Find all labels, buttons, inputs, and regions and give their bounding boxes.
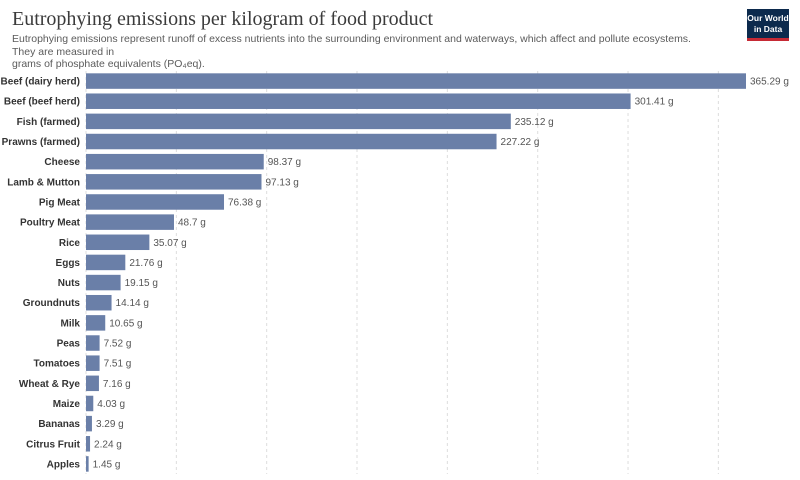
bar[interactable] [86, 355, 100, 371]
category-label: Peas [57, 339, 81, 350]
bar[interactable] [86, 274, 121, 291]
value-label: 14.14 g [116, 298, 149, 309]
value-label: 3.29 g [96, 419, 124, 430]
bar[interactable] [86, 456, 89, 472]
owid-logo[interactable]: Our World in Data [747, 9, 789, 41]
subtitle-line-1: Eutrophying emissions represent runoff o… [12, 33, 691, 58]
bar[interactable] [86, 234, 150, 251]
value-label: 19.15 g [125, 278, 158, 289]
gridlines [85, 71, 719, 474]
category-label: Prawns (farmed) [2, 137, 80, 148]
value-label: 2.24 g [94, 439, 122, 450]
bar[interactable] [86, 335, 100, 351]
chart-title: Eutrophying emissions per kilogram of fo… [12, 8, 434, 30]
category-label: Beef (dairy herd) [1, 77, 80, 88]
bar[interactable] [86, 294, 112, 311]
bar[interactable] [86, 254, 126, 271]
value-label: 227.22 g [501, 137, 540, 148]
value-label: 7.16 g [103, 379, 131, 390]
value-label: 7.51 g [104, 359, 132, 370]
category-label: Milk [61, 318, 81, 329]
value-label: 97.13 g [265, 177, 298, 188]
category-label: Wheat & Rye [19, 379, 81, 390]
bar[interactable] [86, 395, 94, 412]
value-label: 35.07 g [153, 238, 186, 249]
category-label: Citrus Fruit [26, 439, 81, 450]
category-label: Eggs [56, 258, 81, 269]
bar[interactable] [86, 436, 91, 452]
bar[interactable] [86, 315, 106, 331]
category-label: Pig Meat [39, 197, 81, 208]
value-label: 10.65 g [109, 318, 142, 329]
bar[interactable] [86, 174, 262, 190]
bar[interactable] [86, 133, 497, 150]
value-label: 4.03 g [97, 399, 125, 410]
bar[interactable] [86, 113, 511, 130]
chart-subtitle: Eutrophying emissions represent runoff o… [12, 33, 712, 71]
logo-line-2: in Data [753, 24, 783, 34]
category-label: Groundnuts [23, 298, 81, 309]
value-label: 98.37 g [268, 157, 301, 168]
bar[interactable] [86, 153, 264, 170]
logo-line-1: Our World [747, 13, 789, 23]
category-label: Lamb & Mutton [7, 177, 80, 188]
bar[interactable] [86, 214, 174, 230]
category-label: Beef (beef herd) [4, 97, 80, 108]
subtitle-line-2: grams of phosphate equivalents (PO₄eq). [12, 58, 205, 70]
category-label: Poultry Meat [20, 218, 81, 229]
category-label: Nuts [58, 278, 81, 289]
bar[interactable] [86, 194, 225, 210]
category-label: Rice [59, 238, 81, 249]
bar[interactable] [86, 415, 92, 432]
value-label: 301.41 g [635, 97, 674, 108]
value-label: 235.12 g [515, 117, 554, 128]
bar[interactable] [86, 73, 746, 89]
value-label: 7.52 g [104, 339, 132, 350]
value-label: 1.45 g [93, 459, 121, 470]
category-label: Bananas [38, 419, 80, 430]
value-label: 365.29 g [750, 77, 789, 88]
value-label: 21.76 g [129, 258, 162, 269]
category-label: Fish (farmed) [17, 117, 80, 128]
value-label: 76.38 g [228, 197, 261, 208]
category-label: Tomatoes [34, 359, 81, 370]
logo-accent-bar [747, 38, 789, 41]
category-label: Maize [53, 399, 81, 410]
category-label: Apples [47, 459, 81, 470]
bar[interactable] [86, 93, 631, 109]
category-label: Cheese [44, 157, 80, 168]
bar[interactable] [86, 375, 99, 392]
value-label: 48.7 g [178, 218, 206, 229]
